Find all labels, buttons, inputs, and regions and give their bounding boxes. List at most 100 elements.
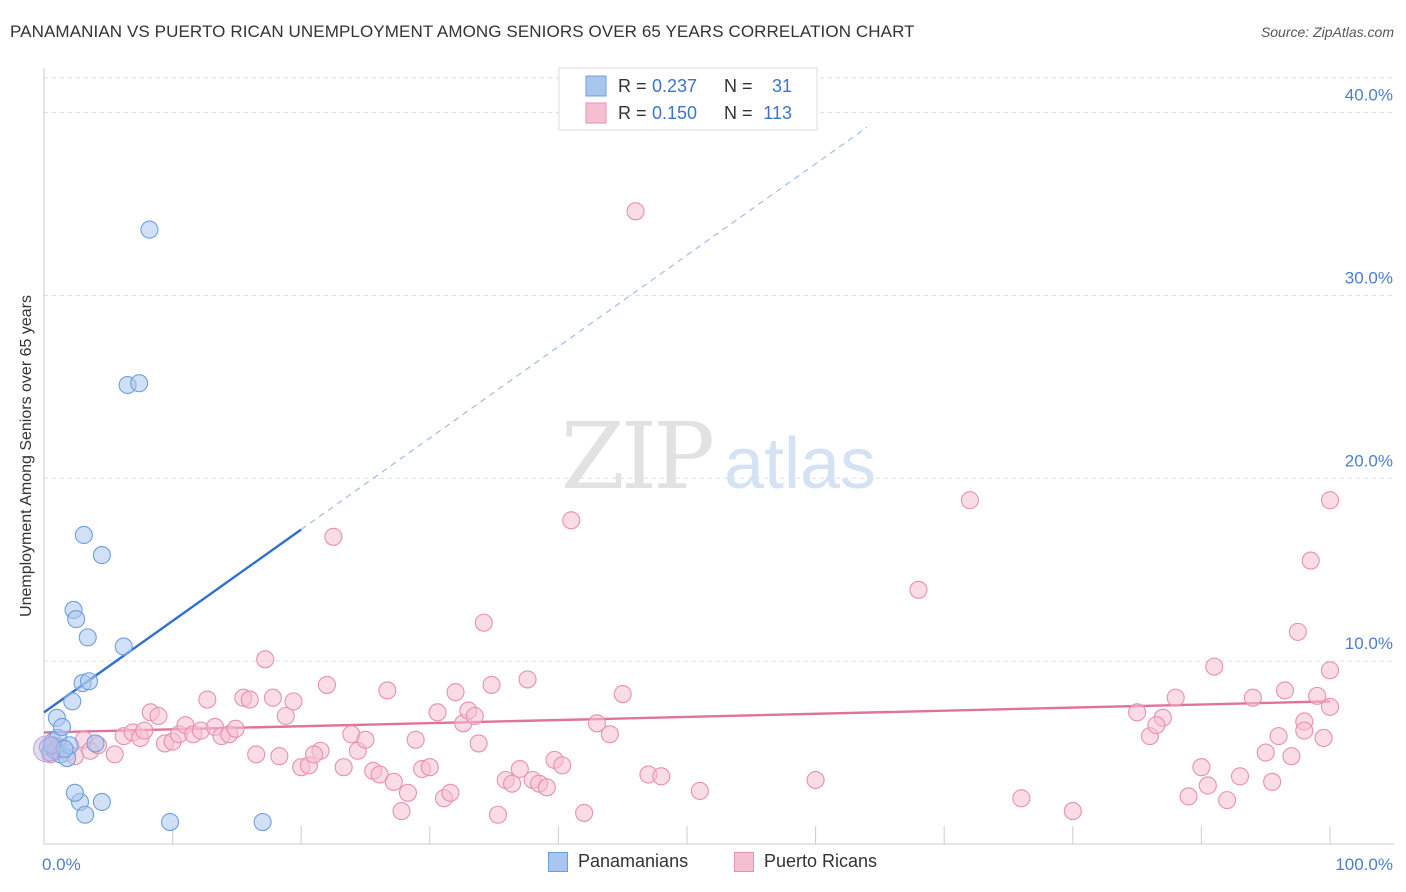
legend-r-label-1: R =: [618, 103, 647, 123]
point-puerto-ricans-53: [441, 783, 460, 802]
point-puerto-ricans-96: [1269, 727, 1288, 746]
point-puerto-ricans-63: [510, 759, 529, 779]
watermark-atlas: atlas: [724, 424, 876, 504]
legend-label-panamanians: Panamanians: [578, 851, 689, 871]
point-puerto-ricans-94: [1256, 743, 1275, 762]
y-tick-label-0: 10.0%: [1345, 634, 1393, 653]
y-tick-labels: 10.0% 20.0% 30.0% 40.0%: [1345, 86, 1393, 654]
x-tick-label-1: 100.0%: [1335, 855, 1393, 874]
point-puerto-ricans-36: [317, 675, 336, 694]
point-puerto-ricans-51: [428, 703, 447, 722]
watermark-zip: ZIP: [561, 403, 712, 510]
point-puerto-ricans-7: [105, 745, 124, 764]
legend-n-value-1: 113: [763, 103, 792, 123]
point-puerto-ricans-31: [276, 706, 295, 726]
point-panamanians-30: [86, 734, 105, 753]
point-puerto-ricans-69: [553, 756, 572, 775]
point-puerto-ricans-88: [1179, 787, 1198, 806]
point-puerto-ricans-54: [446, 683, 465, 702]
legend-swatch-panamanians: [548, 851, 568, 872]
point-puerto-ricans-71: [575, 803, 594, 822]
point-puerto-ricans-91: [1218, 791, 1237, 810]
point-puerto-ricans-62: [503, 774, 522, 793]
legend-item-puerto-ricans: Puerto Ricans: [734, 851, 877, 872]
point-puerto-ricans-98: [1282, 747, 1301, 766]
point-puerto-ricans-47: [398, 783, 417, 802]
legend-item-panamanians: Panamanians: [548, 851, 688, 872]
stats-legend: R = 0.237 N = 31 R = 0.150 N = 113: [558, 67, 818, 131]
point-panamanians-28: [65, 783, 84, 802]
point-puerto-ricans-24: [226, 719, 245, 738]
point-puerto-ricans-67: [537, 778, 556, 797]
point-puerto-ricans-46: [392, 802, 411, 821]
legend-swatch-puerto-ricans: [734, 851, 754, 872]
point-puerto-ricans-45: [384, 772, 403, 791]
point-puerto-ricans-95: [1263, 772, 1282, 791]
point-puerto-ricans-26: [240, 690, 259, 709]
point-puerto-ricans-59: [482, 675, 501, 694]
point-panamanians-11: [63, 692, 82, 711]
y-tick-label-2: 30.0%: [1345, 268, 1393, 287]
series-legend: Panamanians Puerto Ricans: [0, 851, 1406, 879]
point-puerto-ricans-72: [587, 714, 607, 733]
point-panamanians-16: [76, 805, 95, 824]
x-tick-labels: 0.0% 100.0%: [42, 855, 1393, 874]
point-puerto-ricans-110: [469, 734, 488, 753]
point-puerto-ricans-84: [1128, 703, 1147, 722]
point-puerto-ricans-87: [1166, 688, 1185, 707]
legend-swatch-1: [585, 102, 607, 124]
y-tick-label-1: 20.0%: [1345, 451, 1393, 470]
point-puerto-ricans-70: [562, 511, 581, 530]
point-puerto-ricans-38: [334, 758, 353, 777]
point-puerto-ricans-92: [1230, 767, 1250, 786]
point-puerto-ricans-108: [1147, 716, 1166, 735]
point-panamanians-18: [78, 628, 97, 647]
point-puerto-ricans-60: [488, 805, 508, 824]
point-puerto-ricans-109: [1198, 776, 1217, 795]
point-puerto-ricans-107: [1295, 721, 1314, 740]
point-puerto-ricans-30: [270, 747, 289, 766]
point-puerto-ricans-29: [263, 688, 282, 707]
point-puerto-ricans-44: [378, 681, 397, 700]
point-puerto-ricans-13: [149, 706, 168, 726]
point-puerto-ricans-43: [370, 765, 389, 784]
x-tick-label-0: 0.0%: [42, 855, 81, 874]
point-panamanians-8: [52, 717, 72, 737]
point-panamanians-17: [74, 525, 93, 545]
axes: [43, 68, 1394, 845]
point-puerto-ricans-37: [324, 527, 343, 546]
y-tick-label-3: 40.0%: [1345, 86, 1393, 105]
point-panamanians-20: [92, 546, 111, 565]
point-puerto-ricans-99: [1288, 622, 1307, 641]
point-puerto-ricans-104: [1320, 661, 1340, 680]
point-puerto-ricans-41: [356, 730, 375, 749]
point-cluster-origin: [33, 735, 61, 763]
point-puerto-ricans-89: [1192, 758, 1211, 777]
point-puerto-ricans-106: [1320, 491, 1340, 510]
point-panamanians-24: [130, 374, 149, 393]
point-puerto-ricans-101: [1301, 551, 1320, 570]
point-puerto-ricans-57: [465, 706, 484, 726]
point-puerto-ricans-111: [305, 745, 324, 764]
point-puerto-ricans-28: [256, 650, 275, 669]
point-panamanians-25: [140, 220, 159, 239]
point-puerto-ricans-20: [198, 690, 217, 709]
point-panamanians-22: [114, 637, 133, 656]
point-puerto-ricans-82: [1012, 789, 1031, 808]
point-puerto-ricans-78: [690, 781, 709, 801]
legend-r-value-0: 0.237: [652, 76, 697, 96]
source-label: Source: ZipAtlas.com: [1260, 24, 1394, 40]
point-puerto-ricans-79: [806, 770, 825, 790]
point-puerto-ricans-50: [420, 758, 439, 777]
trend-line-puerto-ricans: [43, 700, 1331, 734]
data-points: [33, 202, 1340, 832]
point-panamanians-26: [160, 813, 180, 832]
point-puerto-ricans-11: [135, 721, 154, 740]
chart-title: PANAMANIAN VS PUERTO RICAN UNEMPLOYMENT …: [10, 22, 915, 41]
point-puerto-ricans-64: [518, 670, 537, 689]
legend-label-puerto-ricans: Puerto Ricans: [764, 851, 878, 871]
point-puerto-ricans-32: [284, 692, 303, 711]
legend-n-label-1: N =: [724, 103, 753, 123]
point-puerto-ricans-73: [600, 725, 619, 744]
